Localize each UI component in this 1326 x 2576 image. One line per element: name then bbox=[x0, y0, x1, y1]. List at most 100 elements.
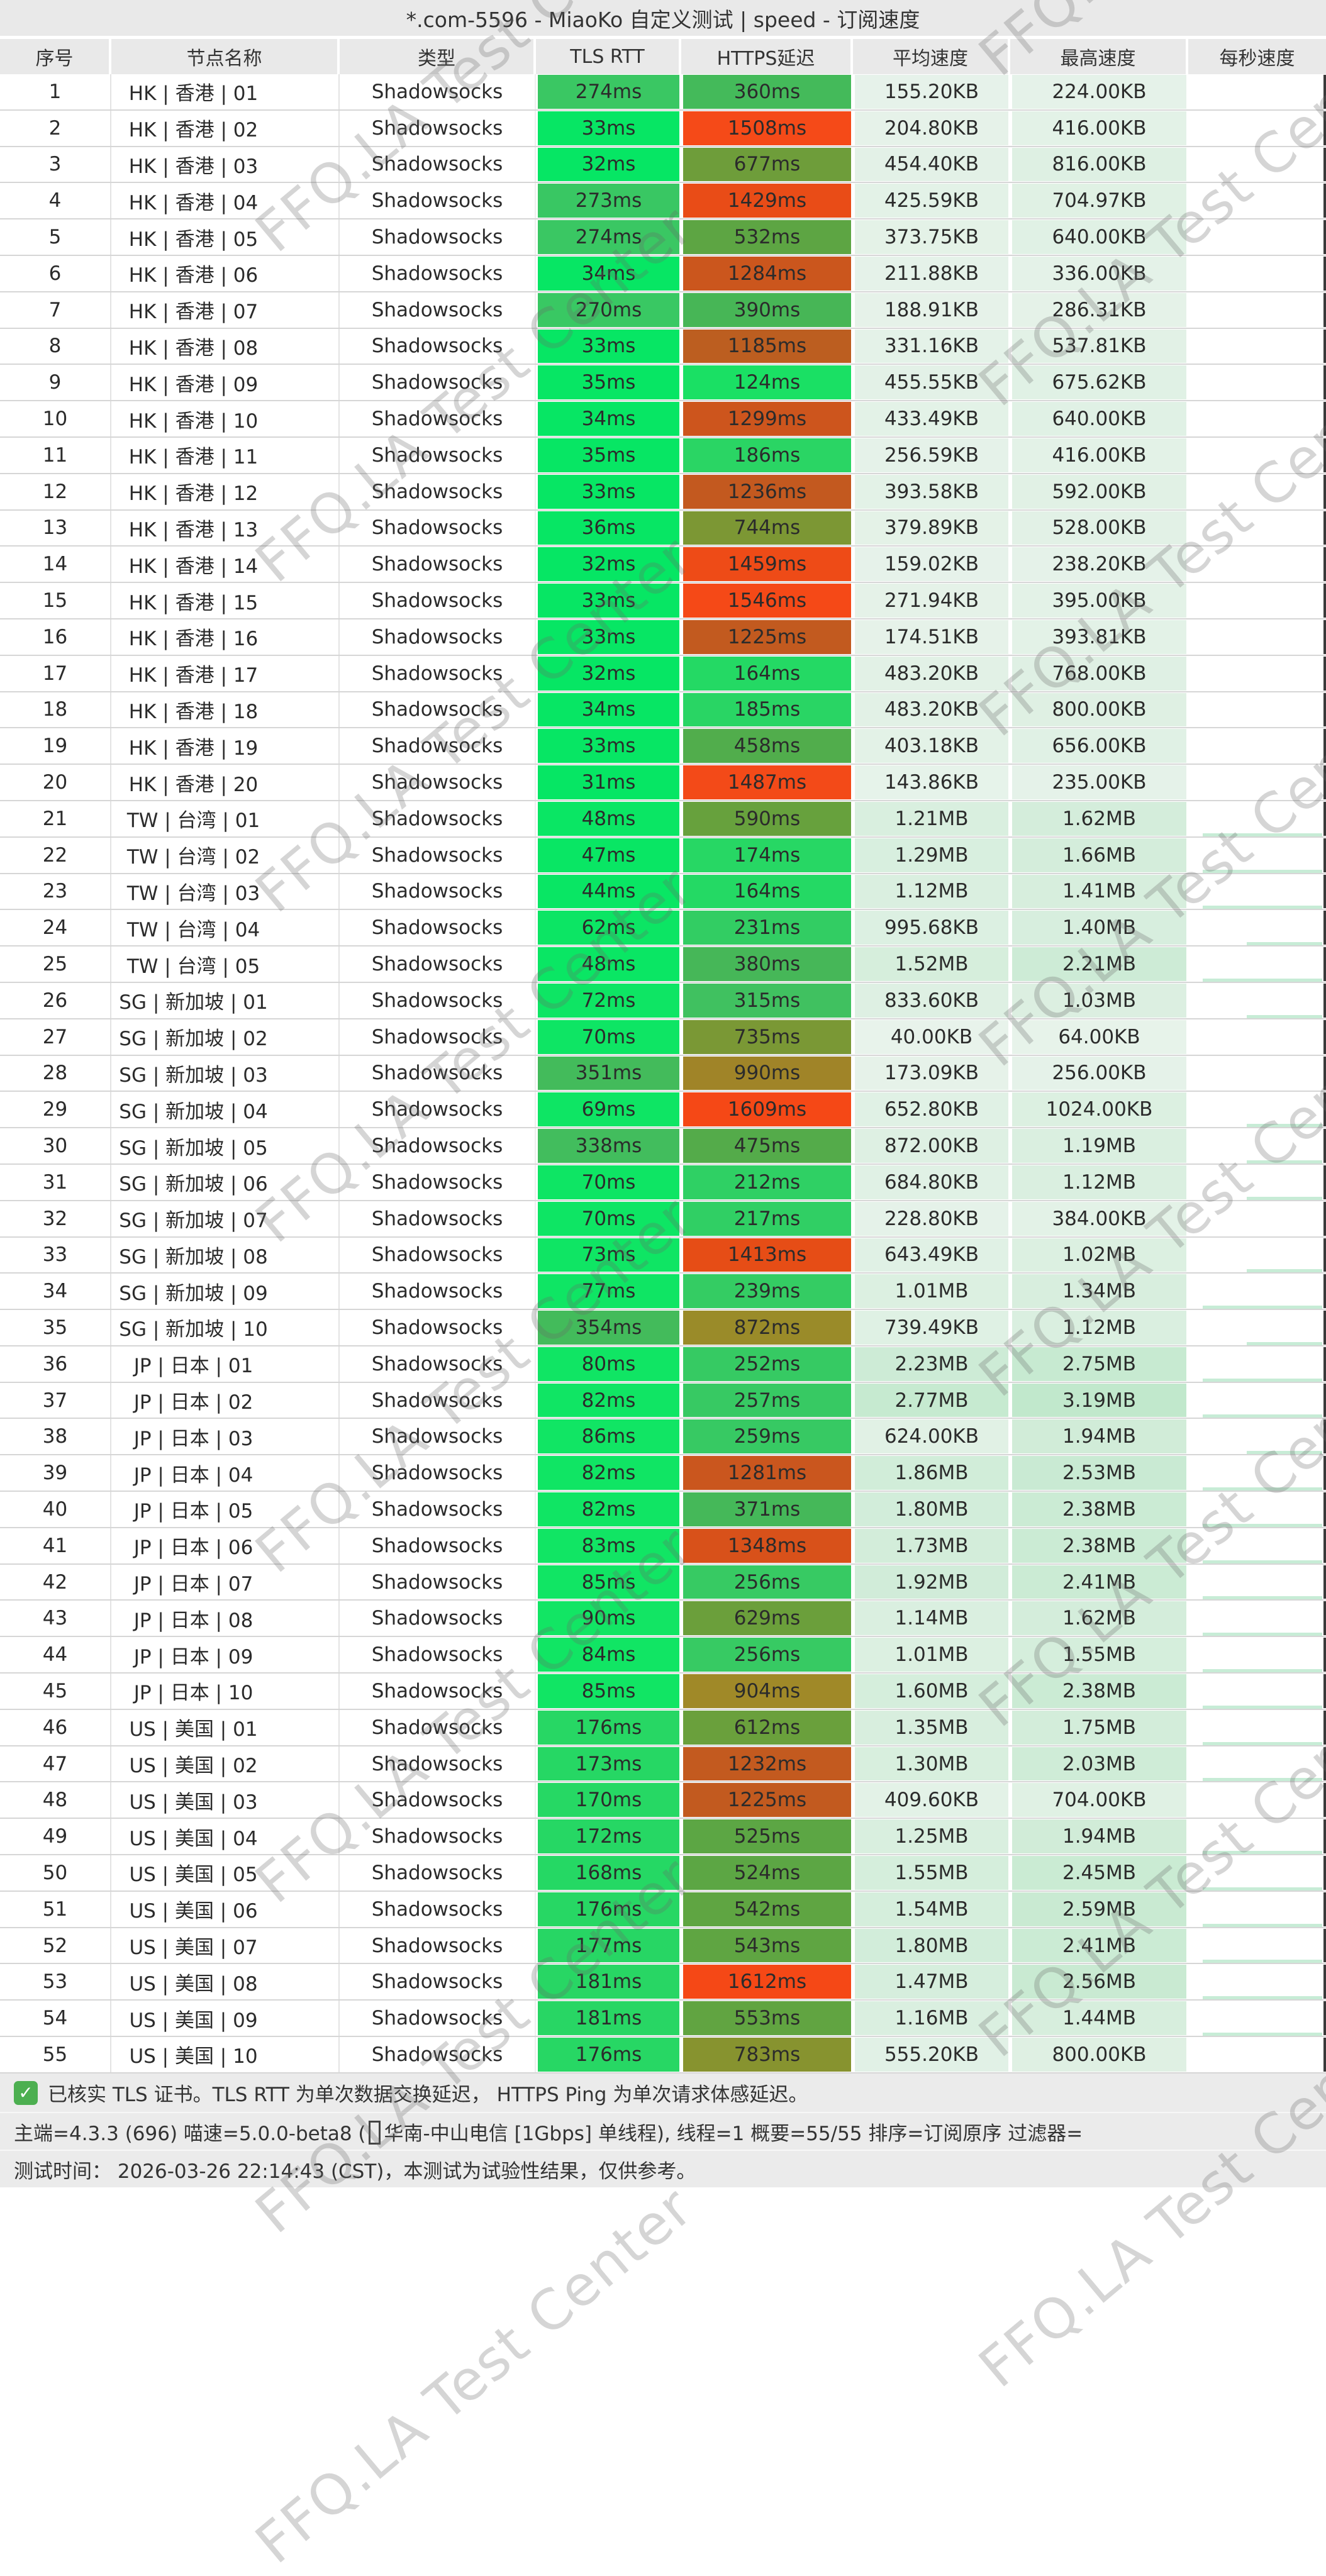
per-second-sparkline bbox=[1247, 1124, 1322, 1128]
avg-speed-cell: 159.02KB bbox=[853, 547, 1010, 582]
row-edge-bar bbox=[1323, 2038, 1326, 2072]
per-second-sparkline bbox=[1247, 1014, 1322, 1018]
avg-speed-cell: 739.49KB bbox=[853, 1310, 1010, 1345]
avg-speed-cell: 555.20KB bbox=[853, 2037, 1010, 2072]
table-row: 16 HK | 香港 | 16 Shadowsocks 33ms 1225ms 174.5… bbox=[0, 619, 1326, 656]
per-second-sparkline bbox=[1203, 1923, 1322, 1927]
avg-speed-cell: 1.01MB bbox=[853, 1274, 1010, 1309]
https-delay-cell: 542ms bbox=[681, 1892, 853, 1927]
row-number: 21 bbox=[0, 801, 111, 836]
max-speed-cell: 704.00KB bbox=[1010, 1782, 1188, 1818]
node-name: HK | 香港 | 02 bbox=[111, 110, 340, 146]
tls-rtt-cell: 73ms bbox=[536, 1238, 681, 1273]
row-number: 25 bbox=[0, 947, 111, 982]
https-delay-cell: 1348ms bbox=[681, 1528, 853, 1563]
max-speed-cell: 256.00KB bbox=[1010, 1056, 1188, 1091]
row-number: 47 bbox=[0, 1746, 111, 1782]
max-speed-cell: 2.21MB bbox=[1010, 947, 1188, 982]
max-speed-cell: 1.40MB bbox=[1010, 910, 1188, 945]
max-speed-cell: 1.03MB bbox=[1010, 983, 1188, 1018]
avg-speed-cell: 643.49KB bbox=[853, 1238, 1010, 1273]
avg-speed-cell: 1.86MB bbox=[853, 1455, 1010, 1491]
row-edge-bar bbox=[1323, 111, 1326, 145]
tls-rtt-cell: 173ms bbox=[536, 1746, 681, 1782]
avg-speed-cell: 833.60KB bbox=[853, 983, 1010, 1018]
max-speed-cell: 384.00KB bbox=[1010, 1201, 1188, 1236]
row-edge-bar bbox=[1323, 983, 1326, 1018]
node-name: SG | 新加坡 | 05 bbox=[111, 1128, 340, 1163]
per-second-cell bbox=[1188, 910, 1326, 946]
row-edge-bar bbox=[1323, 1092, 1326, 1127]
per-second-sparkline bbox=[1203, 1741, 1322, 1745]
https-delay-cell: 124ms bbox=[681, 365, 853, 400]
avg-speed-cell: 174.51KB bbox=[853, 619, 1010, 655]
node-name: JP | 日本 | 06 bbox=[111, 1528, 340, 1563]
row-number: 29 bbox=[0, 1092, 111, 1128]
avg-speed-cell: 624.00KB bbox=[853, 1419, 1010, 1454]
max-speed-cell: 2.56MB bbox=[1010, 1964, 1188, 1999]
avg-speed-cell: 1.30MB bbox=[853, 1746, 1010, 1782]
max-speed-cell: 800.00KB bbox=[1010, 692, 1188, 728]
per-second-cell bbox=[1188, 1274, 1326, 1309]
row-number: 49 bbox=[0, 1819, 111, 1855]
node-name: US | 美国 | 07 bbox=[111, 1928, 340, 1963]
https-delay-cell: 174ms bbox=[681, 838, 853, 873]
tls-rtt-cell: 47ms bbox=[536, 838, 681, 873]
tls-rtt-cell: 82ms bbox=[536, 1492, 681, 1527]
tls-rtt-cell: 33ms bbox=[536, 583, 681, 618]
node-type: Shadowsocks bbox=[340, 1019, 536, 1055]
node-name: JP | 日本 | 03 bbox=[111, 1419, 340, 1455]
node-name: SG | 新加坡 | 01 bbox=[111, 982, 340, 1018]
max-speed-cell: 1.62MB bbox=[1010, 801, 1188, 836]
node-name: JP | 日本 | 01 bbox=[111, 1346, 340, 1382]
node-type: Shadowsocks bbox=[340, 1382, 536, 1418]
node-type: Shadowsocks bbox=[340, 1928, 536, 1963]
node-name: HK | 香港 | 20 bbox=[111, 765, 340, 800]
avg-speed-cell: 454.40KB bbox=[853, 147, 1010, 182]
node-type: Shadowsocks bbox=[340, 583, 536, 618]
avg-speed-cell: 483.20KB bbox=[853, 656, 1010, 691]
row-edge-bar bbox=[1323, 1056, 1326, 1091]
row-number: 16 bbox=[0, 619, 111, 655]
tls-rtt-cell: 274ms bbox=[536, 74, 681, 109]
per-second-cell bbox=[1188, 1855, 1326, 1890]
avg-speed-cell: 1.16MB bbox=[853, 2001, 1010, 2036]
node-type: Shadowsocks bbox=[340, 619, 536, 655]
row-number: 44 bbox=[0, 1637, 111, 1673]
https-delay-cell: 239ms bbox=[681, 1274, 853, 1309]
row-number: 10 bbox=[0, 401, 111, 436]
https-delay-cell: 1429ms bbox=[681, 183, 853, 218]
table-row: 36 JP | 日本 | 01 Shadowsocks 80ms 252ms 2.23MB… bbox=[0, 1346, 1326, 1383]
node-type: Shadowsocks bbox=[340, 1855, 536, 1890]
row-edge-bar bbox=[1323, 1456, 1326, 1491]
row-number: 28 bbox=[0, 1055, 111, 1091]
avg-speed-cell: 1.92MB bbox=[853, 1565, 1010, 1600]
row-edge-bar bbox=[1323, 474, 1326, 509]
avg-speed-cell: 1.80MB bbox=[853, 1492, 1010, 1527]
tls-rtt-cell: 338ms bbox=[536, 1128, 681, 1163]
max-speed-cell: 2.53MB bbox=[1010, 1455, 1188, 1491]
tls-rtt-cell: 181ms bbox=[536, 2001, 681, 2036]
https-delay-cell: 1232ms bbox=[681, 1746, 853, 1782]
avg-speed-cell: 188.91KB bbox=[853, 292, 1010, 328]
node-name: SG | 新加坡 | 09 bbox=[111, 1274, 340, 1309]
table-row: 9 HK | 香港 | 09 Shadowsocks 35ms 124ms 455.55K… bbox=[0, 365, 1326, 402]
row-number: 45 bbox=[0, 1674, 111, 1709]
avg-speed-cell: 256.59KB bbox=[853, 438, 1010, 473]
per-second-cell bbox=[1188, 1092, 1326, 1128]
row-number: 48 bbox=[0, 1782, 111, 1818]
per-second-cell bbox=[1188, 583, 1326, 618]
https-delay-cell: 371ms bbox=[681, 1492, 853, 1527]
node-name: SG | 新加坡 | 04 bbox=[111, 1092, 340, 1128]
https-delay-cell: 744ms bbox=[681, 511, 853, 546]
node-type: Shadowsocks bbox=[340, 692, 536, 728]
per-second-cell bbox=[1188, 1964, 1326, 2000]
https-delay-cell: 217ms bbox=[681, 1201, 853, 1236]
per-second-sparkline bbox=[1203, 1705, 1322, 1709]
avg-speed-cell: 1.47MB bbox=[853, 1964, 1010, 1999]
per-second-cell bbox=[1188, 147, 1326, 182]
per-second-cell bbox=[1188, 1746, 1326, 1782]
table-row: 51 US | 美国 | 06 Shadowsocks 176ms 542ms 1.54M… bbox=[0, 1891, 1326, 1928]
node-type: Shadowsocks bbox=[340, 110, 536, 146]
row-number: 30 bbox=[0, 1128, 111, 1163]
